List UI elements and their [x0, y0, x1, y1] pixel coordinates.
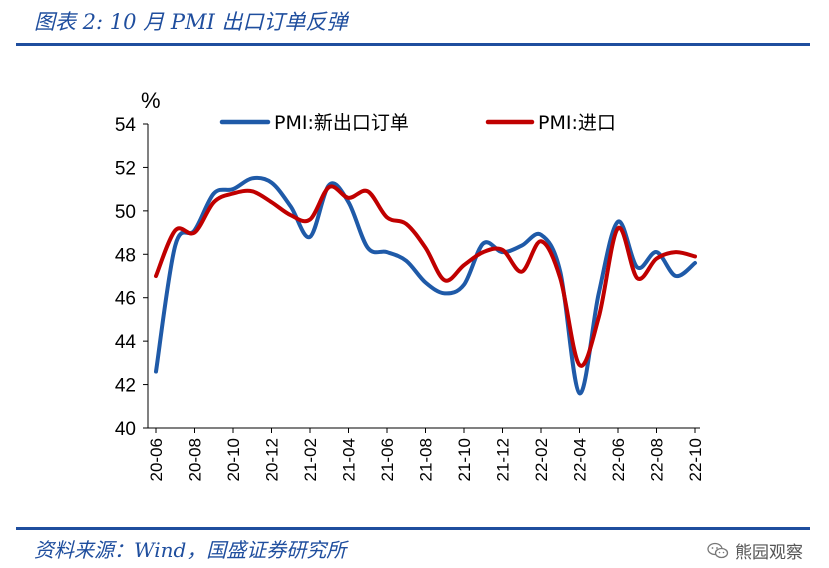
chart-legend: PMI:新出口订单 PMI:进口 — [219, 112, 616, 134]
x-tick-label: 22-08 — [648, 438, 667, 481]
x-tick-label: 22-06 — [609, 438, 628, 481]
x-tick-label: 21-06 — [378, 438, 397, 481]
y-tick-label: 54 — [115, 115, 137, 136]
x-tick-label: 20-08 — [186, 438, 205, 481]
chart-axes: 40 42 44 46 48 50 52 54% 20-06 20-08 20-10 20-12 21-… — [115, 88, 705, 481]
x-tick-label: 21-12 — [494, 438, 513, 481]
legend-label: PMI:进口 — [538, 112, 616, 134]
x-tick-label: 21-04 — [340, 438, 359, 481]
x-tick-label: 21-10 — [455, 438, 474, 481]
x-tick-label: 21-02 — [301, 438, 320, 481]
watermark: 熊园观察 — [707, 538, 803, 563]
x-tick-label: 20-06 — [147, 438, 166, 481]
y-tick-label: 52 — [115, 158, 136, 179]
series-line-imports — [154, 184, 697, 368]
legend-label: PMI:新出口订单 — [274, 112, 409, 134]
series-lines — [154, 175, 697, 396]
y-axis-unit-label: % — [141, 88, 161, 113]
y-tick-label: 40 — [115, 419, 136, 440]
header-divider — [16, 43, 810, 46]
source-note: 资料来源：Wind，国盛证券研究所 — [34, 538, 347, 562]
y-tick-label: 42 — [115, 376, 136, 397]
y-tick-label: 48 — [115, 245, 136, 266]
figure-title: 图表 2: 10 月 PMI 出口订单反弹 — [34, 10, 348, 34]
x-tick-label: 20-10 — [224, 438, 243, 481]
x-tick-label: 20-12 — [263, 438, 282, 481]
y-tick-label: 44 — [115, 332, 137, 353]
series-line-new-export-orders — [154, 175, 697, 396]
x-tick-label: 21-08 — [417, 438, 436, 481]
line-chart: 40 42 44 46 48 50 52 54% 20-06 20-08 20-10 20-12 21-… — [115, 88, 705, 481]
x-tick-label: 22-02 — [532, 438, 551, 481]
y-tick-label: 46 — [115, 289, 136, 310]
x-tick-label: 22-10 — [686, 438, 705, 481]
x-tick-label: 22-04 — [571, 438, 590, 481]
watermark-text: 熊园观察 — [735, 543, 803, 563]
y-tick-label: 50 — [115, 202, 136, 223]
wechat-icon — [707, 542, 729, 558]
footer-divider — [16, 527, 810, 530]
